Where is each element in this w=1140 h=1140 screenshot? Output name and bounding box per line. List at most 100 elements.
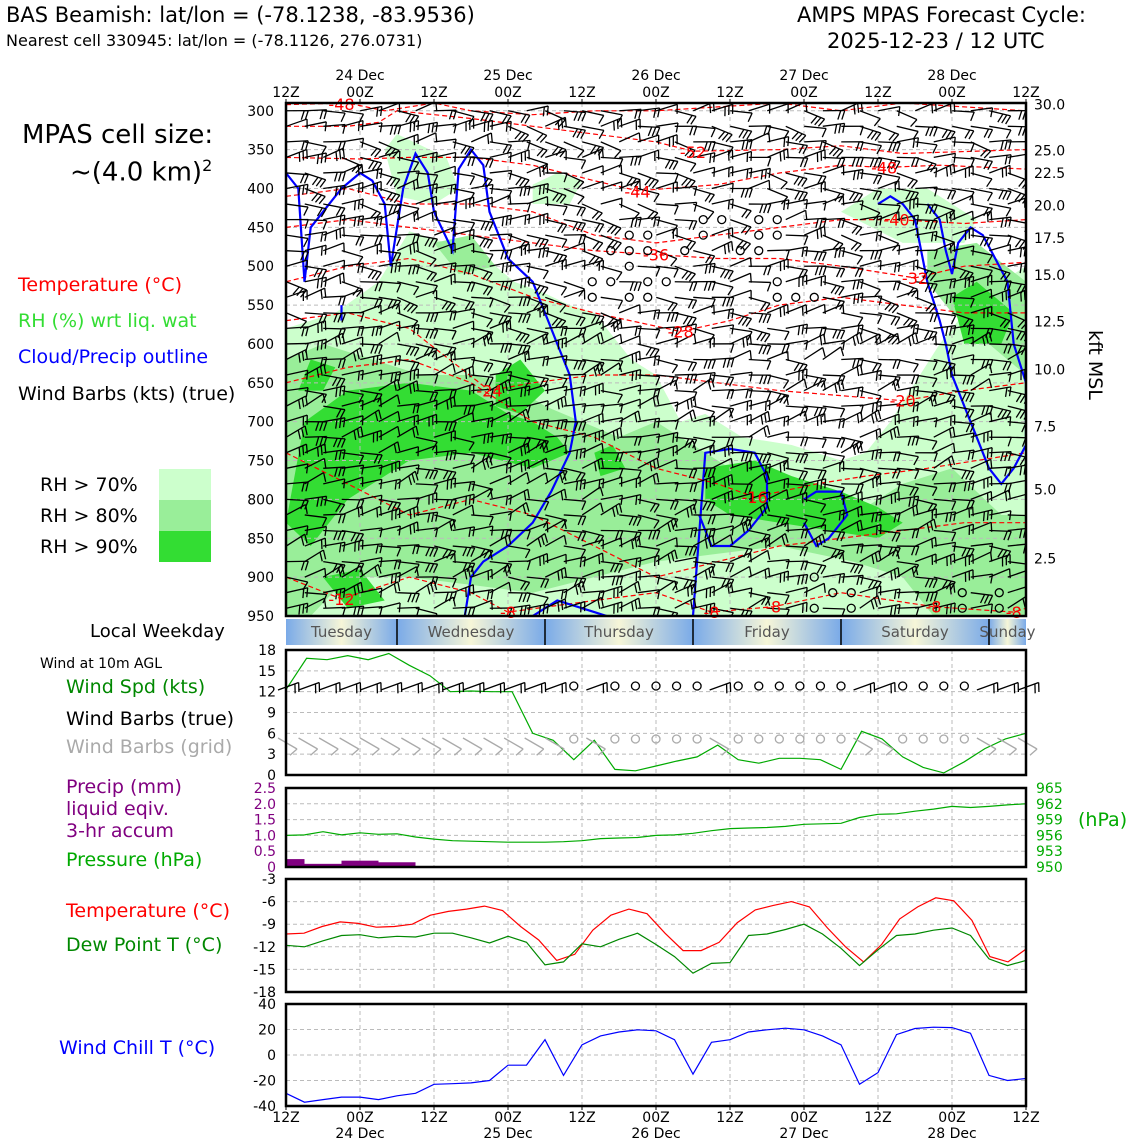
wind-barb-flag (617, 300, 624, 310)
wind-barb-flag (655, 127, 661, 137)
wind-barb-flag (482, 271, 489, 280)
wind-barb-flag (725, 134, 733, 143)
wind-barb-flag (693, 504, 697, 514)
wind-barb-flag (686, 508, 690, 518)
wind-barb-flag (318, 313, 324, 324)
wind-barb (933, 455, 953, 469)
wind-barb (341, 336, 363, 345)
wind10-calm-grid (651, 734, 661, 744)
wind-barb-flag (842, 573, 846, 583)
wind-barb (304, 514, 327, 519)
wind-barb-flag (721, 132, 729, 141)
wind-barb (563, 187, 585, 198)
temperature-contour-label: -40 (883, 211, 909, 230)
precip-panel-tick: 0 (267, 860, 276, 876)
kft-tick-label: 7.5 (1034, 419, 1056, 435)
wind-barb-flag (301, 326, 305, 337)
wind-barb-flag (431, 153, 434, 163)
temperature-contour-label: -8 (704, 603, 720, 622)
pressure-tick-label: 800 (247, 492, 274, 508)
wind-barb (526, 436, 549, 442)
wind-barb (304, 597, 325, 609)
wind-barb (582, 180, 604, 190)
wind-barb-calm (809, 292, 819, 302)
wind-barb (804, 149, 826, 159)
wind-barb (544, 488, 566, 500)
wind-barb-flag (412, 180, 416, 191)
wind-barb-flag (433, 484, 439, 495)
wind-barb-flag (820, 565, 827, 575)
wind-barb-flag (798, 144, 805, 154)
wind-barb (434, 123, 457, 127)
wind-barb-flag (468, 442, 475, 451)
wind-barb (914, 394, 935, 407)
wind-barb-flag (617, 394, 623, 404)
wind-barb (563, 312, 586, 319)
wind-barb-flag (544, 501, 550, 511)
wind-barb-flag (927, 503, 934, 513)
wind-barb-flag (877, 409, 882, 420)
wind-barb (600, 417, 623, 423)
wind-barb-flag (614, 563, 620, 573)
wind-barb-flag (637, 581, 641, 591)
wind-barb-flag (949, 293, 952, 304)
wind-barb (563, 218, 586, 225)
wind-barb-flag (713, 603, 716, 613)
wind-barb-flag (598, 115, 605, 124)
wind-barb-flag (873, 118, 881, 127)
wind-barb-flag (875, 231, 879, 242)
wind-barb-flag (786, 489, 789, 500)
wind-barb-flag (1004, 140, 1008, 150)
wind-barb (1007, 514, 1026, 517)
wind-barb-flag (1015, 393, 1022, 403)
wind-barb-flag (432, 285, 438, 295)
wind-barb-flag (712, 372, 716, 383)
wind-barb (711, 513, 734, 516)
wind-barb-flag (824, 478, 827, 489)
wind10-barb-grid (524, 737, 545, 750)
wind-barb-flag (801, 603, 804, 613)
wind-barb-flag (634, 217, 638, 228)
wind-barb-flag (766, 360, 772, 370)
wind-barb (822, 156, 845, 160)
wind-barb (878, 312, 900, 319)
wind-barb (693, 602, 715, 609)
wind-barb-flag (337, 358, 342, 369)
wind-barb-flag (620, 495, 624, 505)
wind-barb-flag (320, 153, 324, 164)
wind-barb-flag (607, 239, 615, 248)
wind-barb-flag (431, 512, 435, 523)
wind-barb-flag (396, 237, 402, 247)
wind-barb-flag (601, 458, 604, 468)
wind-barb-flag (999, 318, 1007, 327)
wind-barb-flag (524, 386, 527, 397)
wind-barb (471, 281, 493, 289)
wind-barb-flag (468, 527, 472, 537)
weekday-label: Thursday (583, 623, 654, 641)
wind-barb-flag (300, 110, 305, 120)
wind-barb-flag (949, 584, 952, 595)
wind-barb (397, 156, 419, 163)
wind-barb-flag (619, 427, 623, 438)
wind-barb-flag (446, 480, 449, 490)
bottom-time-label: 12Z (568, 1110, 595, 1126)
wind-barb-flag (393, 443, 397, 454)
wind-barb-flag (638, 535, 641, 546)
wind-barb-flag (593, 367, 598, 377)
wind-barb (748, 389, 771, 393)
wind-barb (952, 569, 974, 578)
wind-barb-flag (836, 158, 842, 168)
wind-barb (619, 216, 642, 221)
wind-barb (489, 510, 512, 516)
wind-barb-flag (335, 151, 338, 162)
wind-barb (711, 125, 733, 136)
wind-barb-flag (689, 506, 693, 516)
wind-barb (693, 125, 716, 130)
wind-barb-flag (668, 160, 675, 170)
wind-barb (619, 155, 642, 159)
wind-barb (619, 118, 641, 127)
wind-barb-flag (409, 346, 416, 356)
wind-barb (730, 413, 752, 423)
wind-barb-flag (816, 416, 819, 426)
wind-barb-flag (486, 590, 490, 600)
